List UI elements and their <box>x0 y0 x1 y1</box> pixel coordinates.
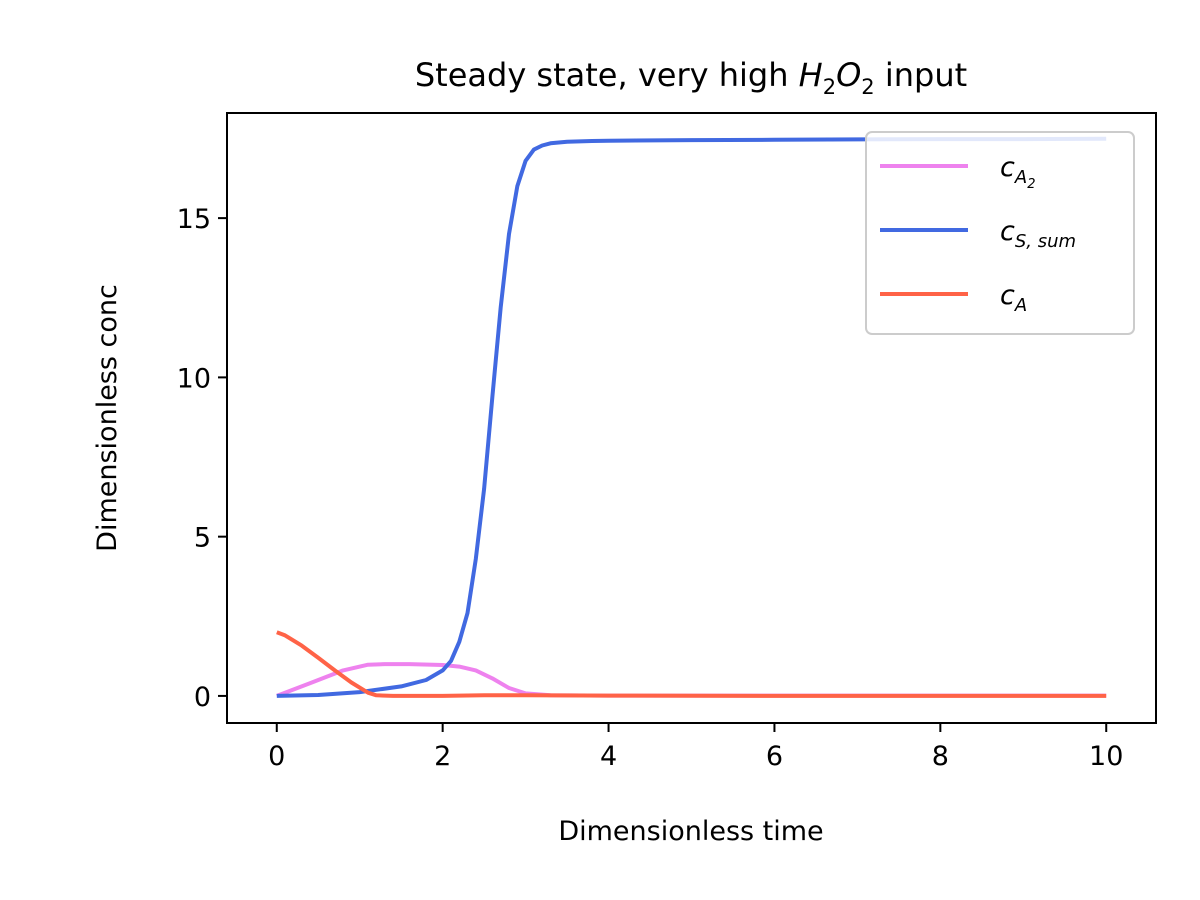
series-line-2 <box>276 630 1107 698</box>
series-line-1 <box>276 136 1107 698</box>
x-tick-label: 10 <box>1089 741 1123 772</box>
y-axis-label: Dimensionless conc <box>92 284 123 552</box>
axes-frame <box>226 112 1157 724</box>
x-axis-label: Dimensionless time <box>558 816 823 847</box>
x-tick-label: 0 <box>268 741 285 772</box>
legend-label-1: cS, sum <box>1000 216 1076 252</box>
y-tick-label: 15 <box>177 204 211 235</box>
y-tick-label: 5 <box>194 523 211 554</box>
legend-label-2: cA <box>1000 280 1027 316</box>
legend: cA2 cS, sum cA <box>865 131 1135 335</box>
y-axis-ticks: 0 5 10 15 <box>177 204 227 713</box>
x-tick-label: 4 <box>600 741 617 772</box>
x-tick-label: 6 <box>766 741 783 772</box>
x-tick-label: 2 <box>434 741 451 772</box>
legend-box <box>865 131 1135 335</box>
y-tick-label: 10 <box>177 363 211 394</box>
legend-label-0: cA2 <box>1000 152 1035 192</box>
y-tick-label: 0 <box>194 682 211 713</box>
x-axis-ticks: 0 2 4 6 8 10 <box>268 723 1123 772</box>
chart-title: Steady state, very high H2O2 input <box>415 56 967 99</box>
x-tick-label: 8 <box>932 741 949 772</box>
series-lines <box>276 136 1107 698</box>
